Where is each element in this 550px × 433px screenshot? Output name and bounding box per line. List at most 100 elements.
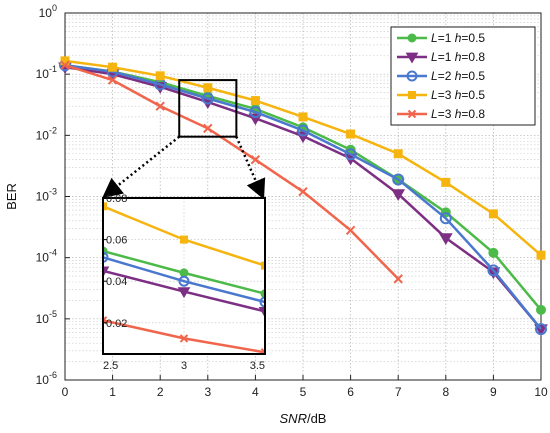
data-point xyxy=(391,189,406,201)
legend-label: L=1 h=0.8 xyxy=(431,50,485,64)
legend-entry: L=3 h=0.8 xyxy=(397,107,485,121)
inset-y-tick-label: 0.02 xyxy=(106,318,127,330)
legend-label: L=2 h=0.5 xyxy=(431,69,485,83)
data-point xyxy=(488,247,499,258)
data-point xyxy=(392,173,405,186)
data-point xyxy=(259,296,265,308)
data-point xyxy=(297,124,309,137)
zoom-arrow-right xyxy=(235,136,266,200)
legend-entry: L=1 h=0.8 xyxy=(397,50,485,64)
y-tick-label: 10-4 xyxy=(36,248,57,265)
series-line xyxy=(64,63,542,330)
data-point xyxy=(108,62,118,72)
data-point xyxy=(103,266,110,278)
x-tick-label: 0 xyxy=(62,385,69,399)
data-point xyxy=(535,323,547,336)
data-point xyxy=(249,106,262,119)
y-axis-label: BER xyxy=(4,183,19,210)
data-point xyxy=(298,186,308,197)
series-L3-h0.8 xyxy=(60,60,403,284)
series-layer xyxy=(58,56,548,337)
zoom-arrow-left xyxy=(102,135,181,199)
x-tick-label: 8 xyxy=(442,385,449,399)
data-point xyxy=(250,96,260,106)
data-point xyxy=(408,91,416,99)
zoom-indicator xyxy=(102,79,266,200)
x-tick-label: 10 xyxy=(534,385,548,399)
data-point xyxy=(298,112,308,122)
data-point xyxy=(258,307,265,318)
x-tick-label: 1 xyxy=(109,385,116,399)
legend-label: L=3 h=0.5 xyxy=(431,88,485,102)
data-point xyxy=(107,75,118,85)
inset-series-line xyxy=(103,256,265,304)
data-point xyxy=(407,109,417,119)
data-point xyxy=(178,275,190,287)
data-point xyxy=(179,268,189,278)
x-tick-label: 6 xyxy=(347,385,354,399)
inset-x-tick-label: 3 xyxy=(181,360,187,372)
data-point xyxy=(103,202,107,211)
y-tick-label: 10-5 xyxy=(36,309,57,326)
x-tick-label: 9 xyxy=(490,385,497,399)
axis-labels: SNR/dB BER xyxy=(4,183,326,426)
data-point xyxy=(201,92,214,105)
series-L2-h0.5 xyxy=(59,59,547,336)
y-tick-label: 10-2 xyxy=(36,125,57,142)
inset-y-tick-label: 0.04 xyxy=(106,276,127,288)
x-tick-label: 3 xyxy=(204,385,211,399)
data-point xyxy=(536,304,546,315)
data-point xyxy=(345,225,356,236)
inset-frame xyxy=(102,197,266,355)
y-tick-label: 10-3 xyxy=(36,187,57,204)
data-point xyxy=(155,101,165,111)
data-point xyxy=(203,83,213,93)
y-tick-label: 10-6 xyxy=(36,370,57,387)
data-point xyxy=(203,123,213,134)
data-point xyxy=(60,56,70,66)
y-tick-label: 100 xyxy=(39,3,57,20)
data-point xyxy=(393,149,403,159)
data-point xyxy=(260,348,265,354)
data-point xyxy=(536,250,546,260)
legend: L=1 h=0.5 L=1 h=0.8 L=2 h=0.5 L=3 h=0.5 L=3 … xyxy=(390,26,536,126)
data-point xyxy=(438,233,453,245)
data-point xyxy=(405,52,419,64)
series-line xyxy=(64,64,400,280)
data-point xyxy=(488,209,498,219)
data-point xyxy=(393,274,403,284)
legend-entry: L=3 h=0.5 xyxy=(397,88,485,102)
x-tick-label: 4 xyxy=(252,385,259,399)
x-tick-label: 2 xyxy=(157,385,164,399)
data-point xyxy=(179,334,189,343)
axes: 0 1 2 3 4 5 6 7 8 9 10 100 10-1 10-2 10-3 10-4 10-5 10-6 xyxy=(36,3,548,399)
data-point xyxy=(439,212,452,225)
y-tick-label: 10-1 xyxy=(36,64,57,81)
data-point xyxy=(180,235,188,244)
data-point xyxy=(250,154,261,165)
x-tick-label: 7 xyxy=(395,385,402,399)
data-point xyxy=(406,70,418,82)
data-point xyxy=(407,33,417,43)
data-point xyxy=(441,177,451,187)
data-point xyxy=(344,148,357,161)
data-point xyxy=(487,264,500,277)
inset-y-tick-label: 0.06 xyxy=(106,235,127,247)
series-L3-h0.5 xyxy=(60,56,546,260)
legend-entry: L=1 h=0.5 xyxy=(397,31,485,45)
x-tick-label: 5 xyxy=(300,385,307,399)
inset-x-tick-label: 3.5 xyxy=(250,360,265,372)
legend-label: L=3 h=0.8 xyxy=(431,107,485,121)
legend-label: L=1 h=0.5 xyxy=(431,31,485,45)
data-point xyxy=(60,60,70,70)
data-point xyxy=(261,261,265,270)
inset-zoom-plot: 0.08 0.06 0.04 0.02 2.5 3 3.5 xyxy=(102,193,266,372)
inset-x-tick-label: 2.5 xyxy=(103,360,118,372)
data-point xyxy=(103,251,109,263)
data-point xyxy=(177,287,191,299)
inset-y-tick-label: 0.08 xyxy=(106,193,127,205)
data-point xyxy=(155,71,165,81)
inset-series xyxy=(103,202,265,354)
data-point xyxy=(346,129,356,139)
